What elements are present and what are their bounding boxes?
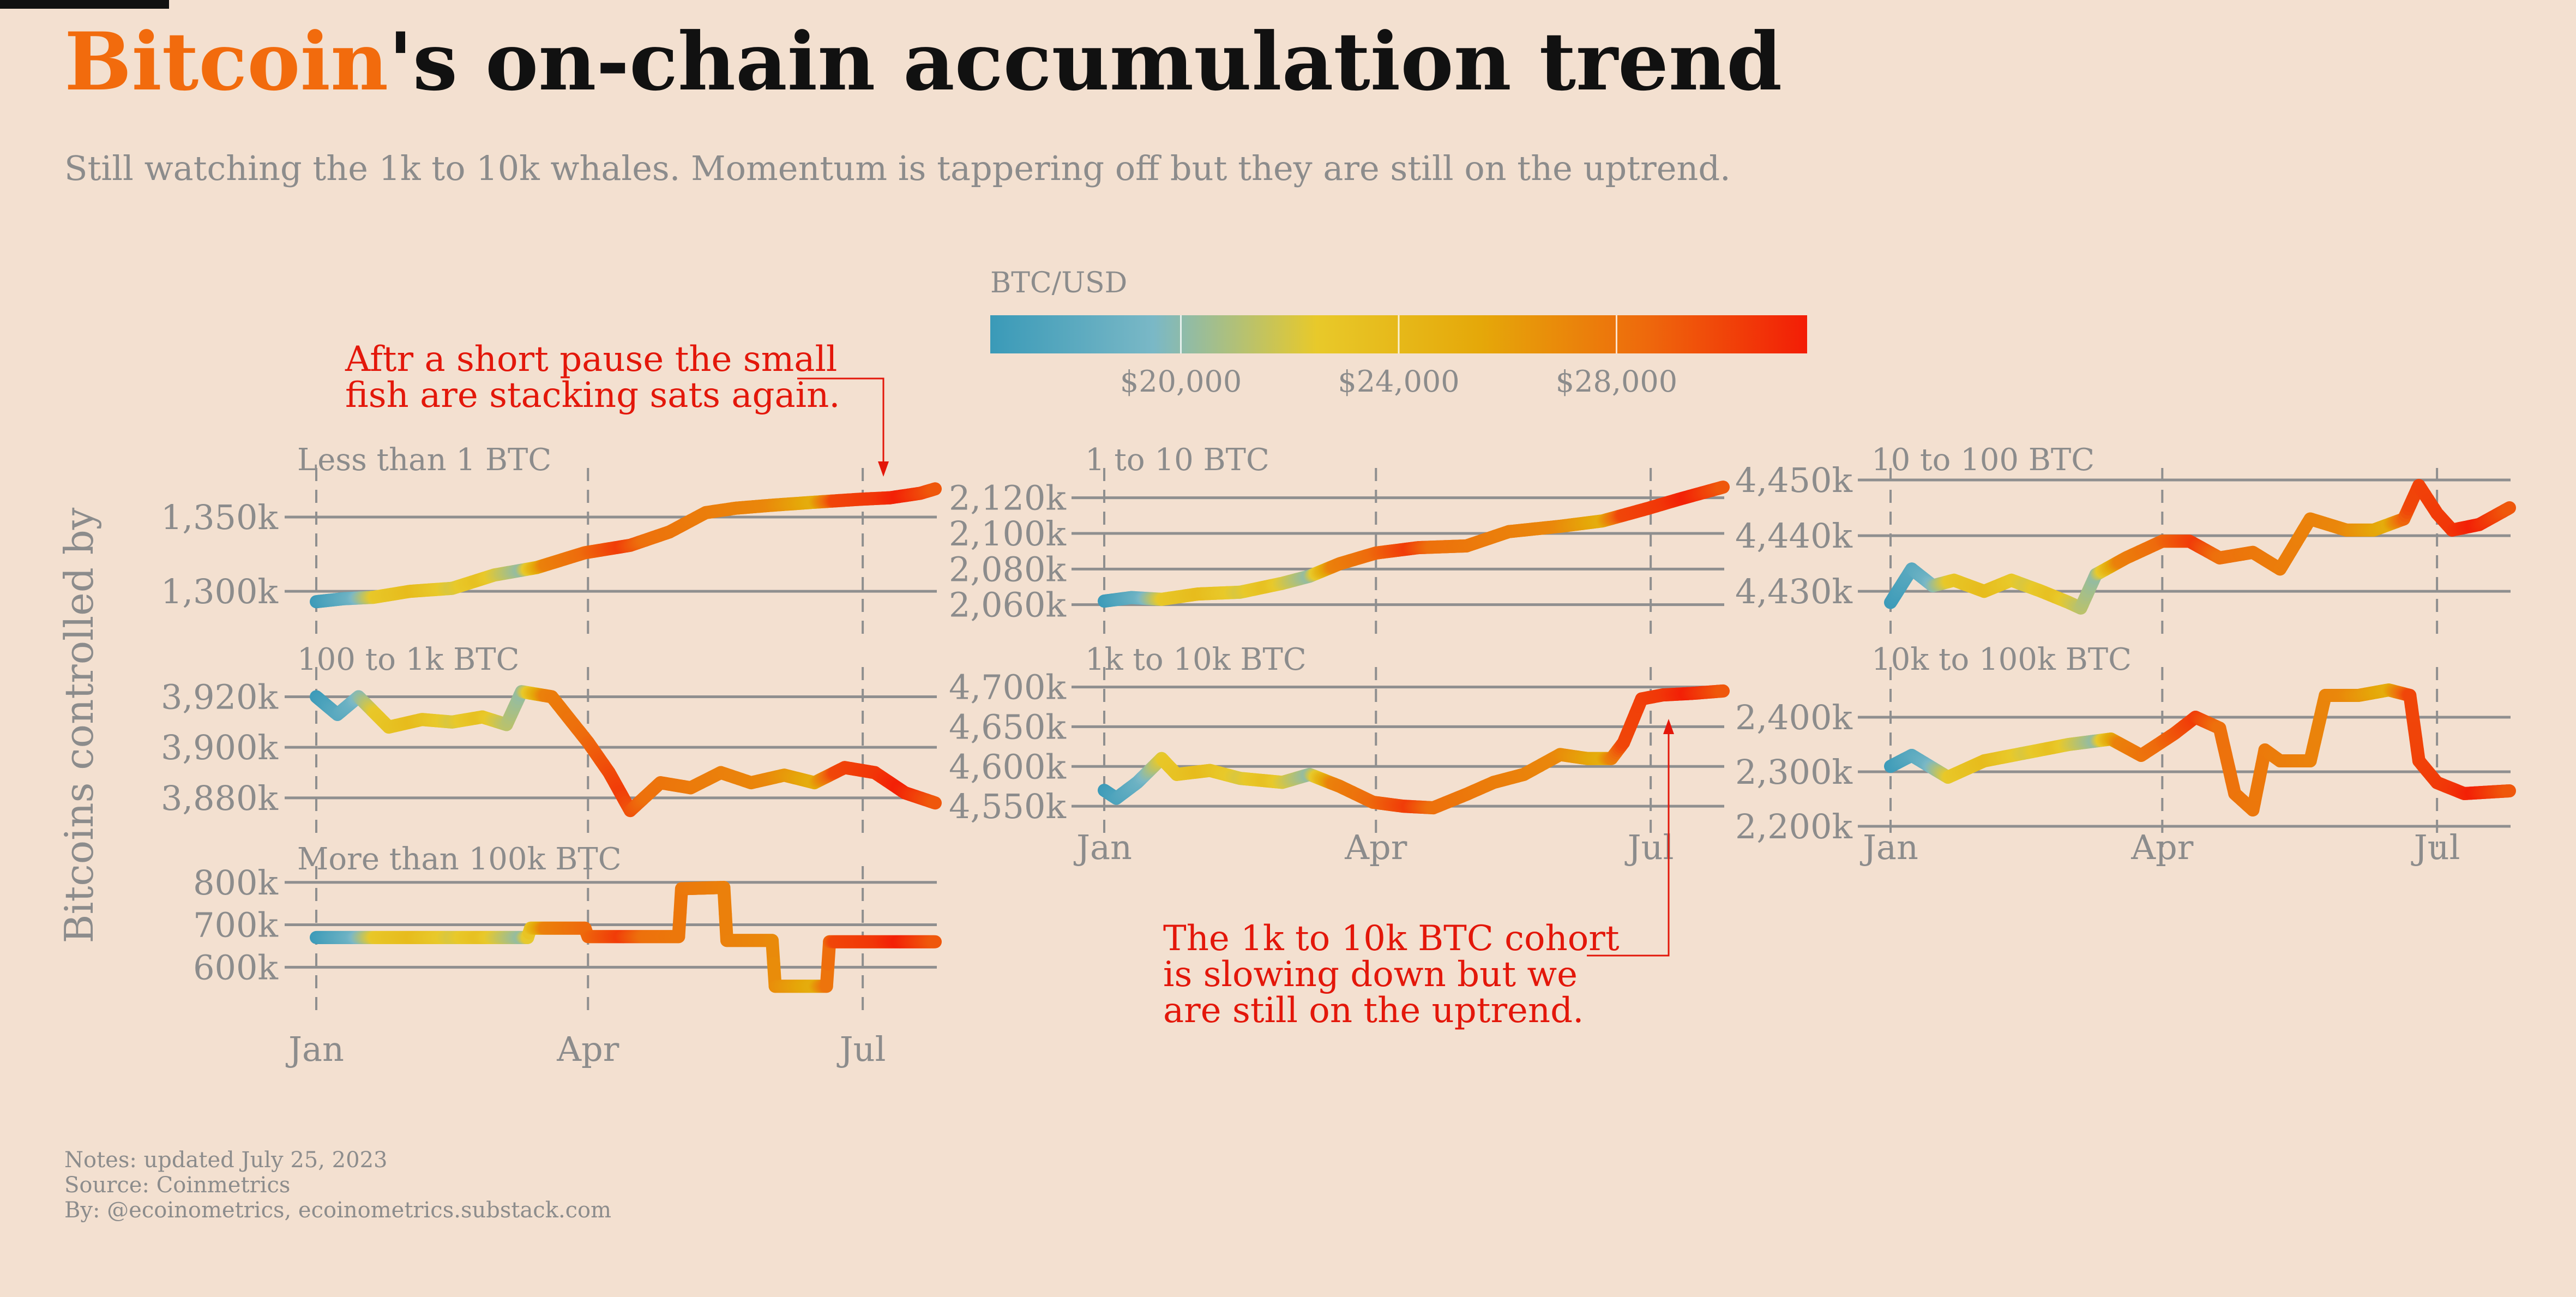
title-rest: 's on-chain accumulation trend: [388, 15, 1783, 109]
series-line: [1884, 479, 2516, 615]
panel-title: 10k to 100k BTC: [1871, 642, 2132, 677]
y-tick-label: 3,920k: [161, 677, 278, 717]
y-tick-label: 2,060k: [949, 585, 1066, 625]
series-line: [1884, 683, 2516, 816]
series-segment: [2501, 501, 2516, 515]
arrow-head-icon: [878, 461, 889, 477]
x-tick-label: Apr: [2130, 827, 2193, 867]
notes-byline: By: @ecoinometrics, ecoinometrics.substa…: [64, 1198, 612, 1223]
x-tick-label: Apr: [556, 1029, 619, 1069]
series-line: [310, 881, 942, 993]
annotation-line: The 1k to 10k BTC cohort: [1163, 918, 1620, 959]
y-tick-label: 3,880k: [161, 778, 278, 818]
y-tick-label: 1,350k: [161, 497, 278, 537]
colorbar-tick-label: $24,000: [1338, 364, 1459, 399]
colorbar-title: BTC/USD: [990, 267, 1127, 299]
annotation-line: fish are stacking sats again.: [345, 375, 840, 416]
panel: Less than 1 BTC 1,300k 1,350k: [161, 442, 942, 634]
y-tick-label: 4,650k: [949, 707, 1066, 747]
y-tick-label: 2,300k: [1735, 752, 1852, 792]
annotation-line: is slowing down but we: [1163, 954, 1578, 995]
panel-title: 100 to 1k BTC: [297, 642, 519, 677]
x-tick-label: Jul: [1624, 827, 1674, 867]
annotation-line: Aftr a short pause the small: [345, 339, 837, 380]
y-tick-label: 2,120k: [949, 478, 1066, 518]
colorbar-tick-label: $20,000: [1120, 364, 1242, 399]
panel-title: 1 to 10 BTC: [1085, 442, 1269, 478]
panel-title: More than 100k BTC: [297, 842, 622, 877]
arrow-head-icon: [1663, 719, 1674, 734]
y-tick-label: 2,400k: [1735, 698, 1852, 737]
annotation-line: are still on the uptrend.: [1163, 990, 1584, 1031]
annotation-arrow: [797, 377, 884, 470]
x-tick-label: Jul: [836, 1029, 886, 1069]
top-accent-bar: [0, 0, 169, 9]
notes-updated: Notes: updated July 25, 2023: [64, 1148, 388, 1173]
y-axis-label: Bitcoins controlled by: [56, 507, 102, 943]
y-tick-label: 4,600k: [949, 747, 1066, 786]
panels: Less than 1 BTC 1,300k 1,350k 1 to 10 BTC 2,…: [161, 442, 2516, 1069]
y-tick-label: 4,450k: [1735, 460, 1852, 500]
series-line: [1098, 481, 1730, 608]
panel: 10 to 100 BTC 4,430k 4,440k 4,450k: [1735, 442, 2516, 634]
x-tick-label: Apr: [1344, 827, 1407, 867]
title-accent: Bitcoin: [64, 15, 389, 109]
y-tick-label: 700k: [193, 905, 278, 945]
panel: 10k to 100k BTC 2,200k 2,300k 2,400k Jan Apr J…: [1735, 642, 2516, 867]
x-tick-label: Jul: [2411, 827, 2460, 867]
page-subtitle: Still watching the 1k to 10k whales. Mom…: [64, 148, 1731, 188]
y-tick-label: 4,440k: [1735, 516, 1852, 556]
panel-title: Less than 1 BTC: [297, 442, 551, 478]
notes: Notes: updated July 25, 2023 Source: Coi…: [64, 1148, 611, 1223]
panel-title: 1k to 10k BTC: [1085, 642, 1307, 677]
y-tick-label: 4,700k: [949, 668, 1066, 707]
y-tick-label: 2,100k: [949, 514, 1066, 554]
y-tick-label: 3,900k: [161, 728, 278, 767]
series-segment: [1715, 481, 1730, 494]
panel: 100 to 1k BTC 3,880k 3,900k 3,920k: [161, 642, 942, 839]
series-line: [310, 685, 942, 818]
y-tick-label: 4,430k: [1735, 572, 1852, 611]
page-title: Bitcoin's on-chain accumulation trend: [64, 14, 1782, 110]
y-tick-label: 1,300k: [161, 572, 278, 611]
series-segment: [927, 796, 942, 810]
panel-title: 10 to 100 BTC: [1871, 442, 2094, 478]
y-tick-label: 800k: [193, 863, 278, 903]
series-line: [310, 482, 942, 609]
x-tick-label: Jan: [285, 1029, 344, 1069]
y-tick-label: 4,550k: [949, 786, 1066, 826]
notes-source: Source: Coinmetrics: [64, 1173, 291, 1198]
series-line: [1098, 684, 1730, 815]
y-tick-label: 2,080k: [949, 549, 1066, 589]
annotation-arrow: [1587, 725, 1670, 957]
colorbar: BTC/USD $20,000 $24,000 $28,000: [990, 267, 1807, 399]
y-tick-label: 2,200k: [1735, 807, 1852, 846]
y-tick-label: 600k: [193, 947, 278, 987]
x-tick-label: Jan: [1859, 827, 1918, 867]
colorbar-tick-label: $28,000: [1556, 364, 1677, 399]
x-tick-label: Jan: [1073, 827, 1132, 867]
